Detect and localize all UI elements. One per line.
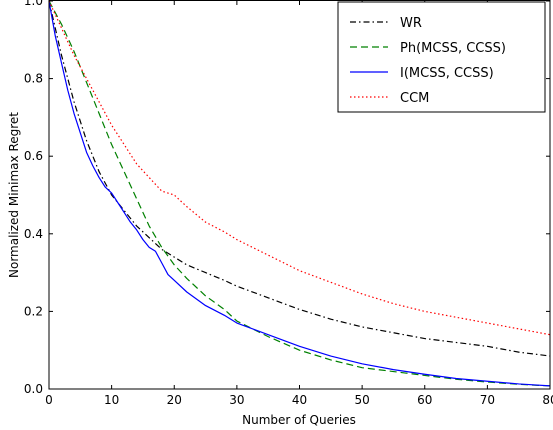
x-tick-label-1: 10 [104, 393, 119, 407]
x-tick-label-8: 80 [542, 393, 553, 407]
series-line-1 [48, 0, 551, 387]
y-tick-label-3: 0.6 [24, 149, 43, 163]
legend-box [337, 1, 546, 113]
y-tick-label-0: 0.0 [24, 382, 43, 396]
plot-lines [48, 0, 551, 387]
x-axis-label: Number of Queries [242, 413, 356, 427]
x-tick-label-4: 40 [292, 393, 307, 407]
legend-label-1: Ph(MCSS, CCSS) [400, 41, 506, 56]
x-tick-label-2: 20 [167, 393, 182, 407]
x-tick-label-5: 50 [354, 393, 369, 407]
legend: WR Ph(MCSS, CCSS) I(MCSS, CCSS) CCM [337, 1, 546, 113]
x-tick-label-6: 60 [417, 393, 432, 407]
y-axis-ticks: 0.0 0.2 0.4 0.6 0.8 1.0 [24, 0, 550, 396]
series-line-0 [48, 0, 551, 357]
y-tick-label-4: 0.8 [24, 72, 43, 86]
series-line-2 [48, 0, 551, 387]
x-tick-label-3: 30 [229, 393, 244, 407]
legend-label-3: CCM [400, 91, 429, 106]
series-line-3 [48, 0, 551, 336]
x-tick-label-0: 0 [45, 393, 53, 407]
legend-label-2: I(MCSS, CCSS) [400, 66, 494, 81]
y-tick-label-1: 0.2 [24, 304, 43, 318]
x-axis-ticks: 0 10 20 30 40 50 60 70 80 [45, 1, 553, 407]
y-axis-label: Normalized Minimax Regret [7, 112, 21, 278]
x-tick-label-7: 70 [480, 393, 495, 407]
y-tick-label-5: 1.0 [24, 0, 43, 8]
y-tick-label-2: 0.4 [24, 227, 43, 241]
legend-label-0: WR [400, 16, 422, 31]
